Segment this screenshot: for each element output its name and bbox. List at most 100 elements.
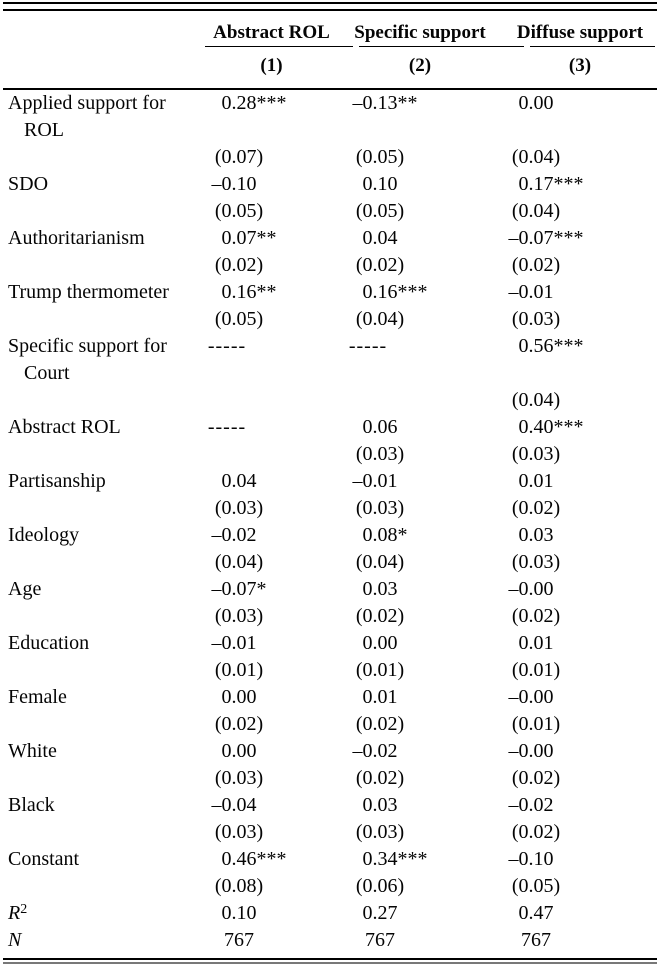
row-label: Authoritarianism <box>8 227 145 249</box>
coefficient-cell: (0.02) <box>203 252 340 279</box>
coefficient-value: (0.03) <box>214 605 264 627</box>
coefficient-cell: –0.00 <box>500 684 660 711</box>
model-number-2: (2) <box>408 55 432 76</box>
coefficient-cell: (0.02) <box>500 765 660 792</box>
table-row: Partisanship 0.04 –0.01 0.01 <box>0 468 660 495</box>
row-label-superscript: 2 <box>20 902 28 917</box>
coefficient-cell: 0.47 <box>500 900 660 927</box>
minus-sign: – <box>508 740 519 762</box>
row-label <box>8 657 203 684</box>
minus-sign: – <box>211 632 222 654</box>
coefficient-cell: (0.03) <box>340 495 500 522</box>
table-row: Black –0.04 0.03 –0.02 <box>0 792 660 819</box>
table-row: Education –0.01 0.00 0.01 <box>0 630 660 657</box>
coefficient-cell: 0.03 <box>500 522 660 549</box>
coefficient-cell: (0.03) <box>500 306 660 333</box>
row-label <box>8 549 203 576</box>
table-row: (0.04) (0.04) (0.03) <box>0 549 660 576</box>
coefficient-value: (0.04) <box>511 200 561 222</box>
coefficient-cell <box>203 441 340 468</box>
table-row: (0.03) (0.03) <box>0 441 660 468</box>
coefficient-cell: (0.02) <box>340 603 500 630</box>
table-row: Ideology –0.02 0.08 * 0.03 <box>0 522 660 549</box>
table-row: N 767 767 767 <box>0 927 660 954</box>
coefficient-cell: 0.00 <box>203 738 340 765</box>
coefficient-value: 0.16 ** <box>222 279 277 306</box>
coefficient-cell: –0.10 <box>500 846 660 873</box>
coefficient-value: 0.00 <box>221 740 257 762</box>
coefficient-value: 767 <box>365 929 395 951</box>
coefficient-cell: –0.02 <box>500 792 660 819</box>
coefficient-value: (0.01) <box>511 713 561 735</box>
coefficient-value: (0.02) <box>511 767 561 789</box>
coefficient-value: –0.01 <box>353 468 398 495</box>
coefficient-value: (0.05) <box>355 146 405 168</box>
coefficient-cell: (0.04) <box>500 144 660 171</box>
coefficient-value: 767 <box>224 929 254 951</box>
minus-sign: – <box>508 848 519 870</box>
coefficient-value: (0.05) <box>511 875 561 897</box>
coefficient-cell: 0.01 <box>500 468 660 495</box>
column-header-abstract-rol: Abstract ROL <box>213 22 330 43</box>
minus-sign: – <box>352 92 363 114</box>
table-row: Specific support for ----- ----- 0.56 *** <box>0 333 660 360</box>
coefficient-cell: –0.07 * <box>203 576 340 603</box>
coefficient-cell: (0.03) <box>340 441 500 468</box>
table-row: Trump thermometer 0.16 ** 0.16 *** –0.01 <box>0 279 660 306</box>
coefficient-cell <box>500 117 660 144</box>
row-label <box>8 873 203 900</box>
coefficient-cell: 767 <box>340 927 500 954</box>
bottom-double-rule-upper <box>3 957 657 960</box>
table-row: (0.02) (0.02) (0.01) <box>0 711 660 738</box>
coefficient-value: 0.56 *** <box>519 333 584 360</box>
coefficient-cell: (0.06) <box>340 873 500 900</box>
significance-stars: ** <box>256 227 277 249</box>
coefficient-value: (0.03) <box>214 767 264 789</box>
coefficient-value: 0.46 *** <box>222 846 287 873</box>
table-row: Authoritarianism 0.07 ** 0.04 –0.07 *** <box>0 225 660 252</box>
coefficient-cell: (0.02) <box>340 765 500 792</box>
coefficient-cell: 0.16 ** <box>203 279 340 306</box>
coefficient-cell: 767 <box>500 927 660 954</box>
coefficient-cell: 0.00 <box>340 630 500 657</box>
coefficient-cell <box>203 117 340 144</box>
top-double-rule-upper <box>3 1 657 4</box>
coefficient-value: (0.03) <box>511 308 561 330</box>
coefficient-value: –0.10 <box>509 846 554 873</box>
row-label: Trump thermometer <box>8 281 169 303</box>
coefficient-cell: (0.03) <box>500 441 660 468</box>
coefficient-value: (0.04) <box>511 389 561 411</box>
significance-stars: *** <box>397 281 428 303</box>
row-label <box>8 387 203 414</box>
coefficient-cell <box>340 360 500 387</box>
column-header-diffuse-support: Diffuse support <box>516 22 644 43</box>
coefficient-cell: (0.08) <box>203 873 340 900</box>
top-double-rule-lower <box>3 8 657 11</box>
minus-sign: – <box>211 173 222 195</box>
coefficient-cell: (0.04) <box>500 387 660 414</box>
table-row: Applied support for 0.28 *** –0.13 ** 0.00 <box>0 90 660 117</box>
coefficient-cell: 0.00 <box>500 90 660 117</box>
minus-sign: – <box>352 470 363 492</box>
coefficient-value: (0.02) <box>511 605 561 627</box>
coefficient-cell: 0.06 <box>340 414 500 441</box>
coefficient-value: (0.07) <box>214 146 264 168</box>
minus-sign: – <box>508 686 519 708</box>
coefficient-cell: 0.03 <box>340 576 500 603</box>
coefficient-cell: (0.02) <box>500 603 660 630</box>
significance-stars: *** <box>397 848 428 870</box>
coefficient-value: (0.03) <box>214 821 264 843</box>
coefficient-value: 0.08 * <box>363 522 408 549</box>
coefficient-cell: (0.01) <box>340 657 500 684</box>
column-underline-1 <box>205 45 353 48</box>
header-body-rule <box>3 88 657 90</box>
column-underline-2 <box>359 45 524 48</box>
row-label: N <box>8 929 22 951</box>
row-label <box>8 198 203 225</box>
coefficient-value: (0.04) <box>511 146 561 168</box>
coefficient-value: (0.05) <box>214 200 264 222</box>
table-row: SDO –0.10 0.10 0.17 *** <box>0 171 660 198</box>
coefficient-value: (0.02) <box>511 254 561 276</box>
row-label: Ideology <box>8 524 80 546</box>
